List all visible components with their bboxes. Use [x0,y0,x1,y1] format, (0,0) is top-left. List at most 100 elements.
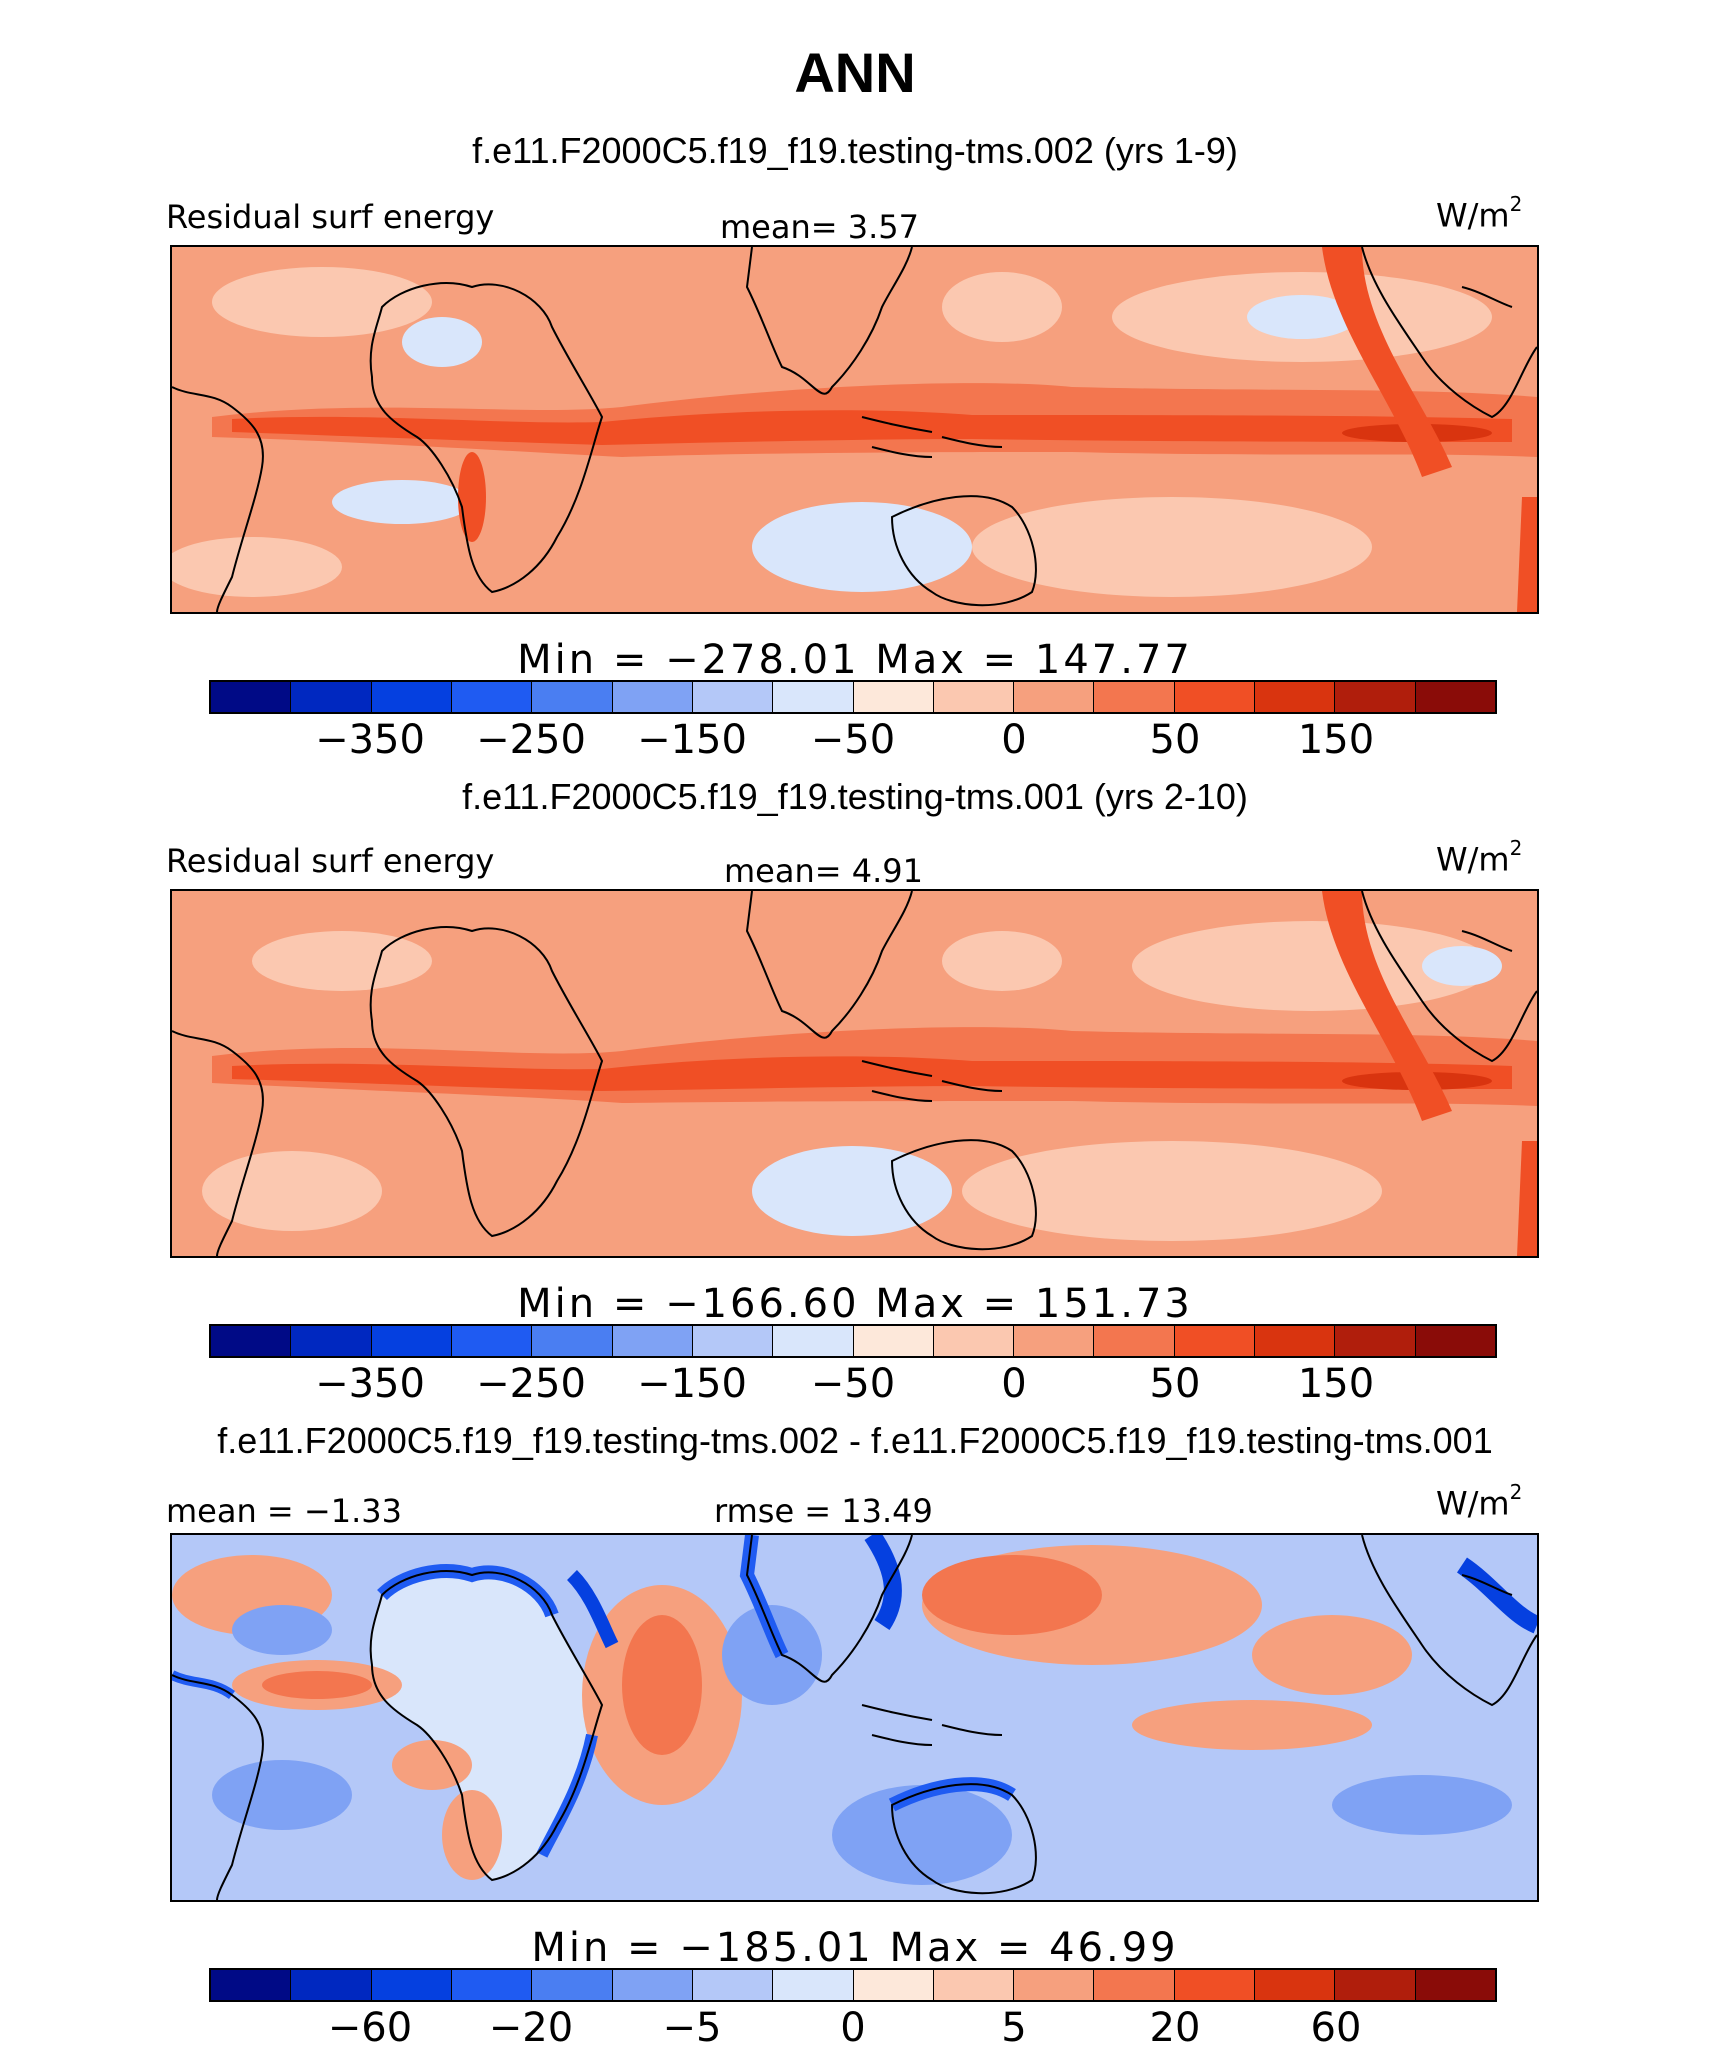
panel-2-variable-label: Residual surf energy [166,842,495,880]
maritime-continent-coast [861,416,1003,458]
colorbar-swatch [1255,1970,1336,2000]
colorbar-swatch [1335,1970,1416,2000]
panel-3-units: W/m2 [1436,1480,1523,1523]
cool-patch [1247,295,1357,339]
panel-3-case-title: f.e11.F2000C5.f19_f19.testing-tms.002 - … [217,1420,1493,1461]
panel-3-tick: 20 [1149,2005,1201,2051]
americas-coast [1361,247,1537,419]
cool-patch [172,537,342,597]
colorbar-swatch [1174,682,1256,712]
cool-patch [332,480,472,524]
americas-coast [1361,891,1537,1063]
colorbar-swatch [773,1326,854,1356]
coastal-band [1517,497,1537,612]
panel-2-colorbar [209,1324,1497,1358]
panel-1-mean-label: mean= 3.57 [720,208,919,246]
colorbar-swatch [371,1970,452,2000]
colorbar-swatch [1335,682,1416,712]
coastlines [172,1535,1537,1900]
colorbar-swatch [532,682,613,712]
australia-coast [890,495,1037,607]
colorbar-swatch [1174,1970,1256,2000]
warm-patch [442,1790,502,1880]
cool-patch [722,1605,822,1705]
colorbar-swatch [1094,682,1175,712]
colorbar-swatch [853,1970,934,2000]
panel-1-variable-label: Residual surf energy [166,198,495,236]
colorbar-swatch [853,682,934,712]
panel-2-map [170,889,1539,1258]
coastlines [172,891,1537,1256]
australia-coast [890,1139,1037,1251]
colorbar-swatch [211,682,292,712]
cool-patch [202,1151,382,1231]
colorbar-swatch [451,682,533,712]
colorbar-swatch [211,1326,292,1356]
panel-2-minmax: Min = −166.60 Max = 151.73 [517,1281,1193,1327]
colorbar-swatch [692,682,774,712]
panel-1-field [172,247,1537,612]
panel-2-field [172,891,1537,1256]
figure-title: ANN [794,41,916,104]
panel-3-tick: 60 [1310,2005,1362,2051]
panel-1-tick: −150 [637,717,747,763]
panel-1-minmax: Min = −278.01 Max = 147.77 [517,637,1193,683]
panel-1-tick: −350 [315,717,425,763]
panel-1-tick: −50 [810,717,896,763]
coastlines [172,247,1537,612]
australia-coast [890,1783,1037,1895]
panel-2-mean-label: mean= 4.91 [724,852,923,890]
colorbar-swatch [933,1326,1015,1356]
warm-strong [622,1615,702,1755]
cool-coast-band [566,1570,619,1649]
warm-strong [262,1671,372,1699]
colorbar-swatch [1415,1970,1495,2000]
panel-3-mean-label: mean = −1.33 [166,1492,402,1530]
colorbar-swatch [532,1970,613,2000]
colorbar-swatch [612,1326,693,1356]
panel-2-tick: −150 [637,1361,747,1407]
cool-patch [402,317,482,367]
panel-3-tick: 5 [1001,2005,1027,2051]
colorbar-swatch [291,1970,372,2000]
colorbar-swatch [1415,1326,1495,1356]
rain-band [232,1056,1512,1091]
cool-patch [962,1141,1382,1241]
americas-coast [1361,1535,1537,1707]
panel-3-tick: 0 [840,2005,866,2051]
panel-1-case-title: f.e11.F2000C5.f19_f19.testing-tms.002 (y… [472,130,1238,171]
warm-patch [1132,1700,1372,1750]
cool-patch [1132,921,1492,1011]
panel-1-colorbar [209,680,1497,714]
cool-coast-band [1456,1557,1537,1634]
panel-1-tick: 150 [1297,717,1375,763]
coastal-band [458,452,486,542]
colorbar-swatch [1094,1970,1175,2000]
colorbar-swatch [692,1970,774,2000]
colorbar-swatch [1174,1326,1256,1356]
colorbar-swatch [532,1326,613,1356]
gulf-coast [1461,1574,1513,1596]
colorbar-swatch [371,682,452,712]
cool-patch [1422,946,1502,986]
south-america-coast [172,1030,264,1256]
panel-2-tick: 0 [1001,1361,1027,1407]
cool-patch [1332,1775,1512,1835]
africa-coast [369,282,604,594]
panel-1-tick: −250 [476,717,586,763]
cool-coast-band [864,1535,902,1630]
cool-patch [942,272,1062,342]
coastal-band [1517,1141,1537,1256]
colorbar-swatch [291,682,372,712]
cool-patch [252,931,432,991]
panel-3-tick: −20 [488,2005,574,2051]
colorbar-swatch [853,1326,934,1356]
warm-strong [922,1555,1102,1635]
maritime-continent-coast [861,1060,1003,1102]
colorbar-swatch [773,682,854,712]
warm-patch [1252,1615,1412,1695]
colorbar-swatch [773,1970,854,2000]
africa-coast [369,926,604,1238]
cool-patch [232,1605,332,1655]
colorbar-swatch [451,1970,533,2000]
